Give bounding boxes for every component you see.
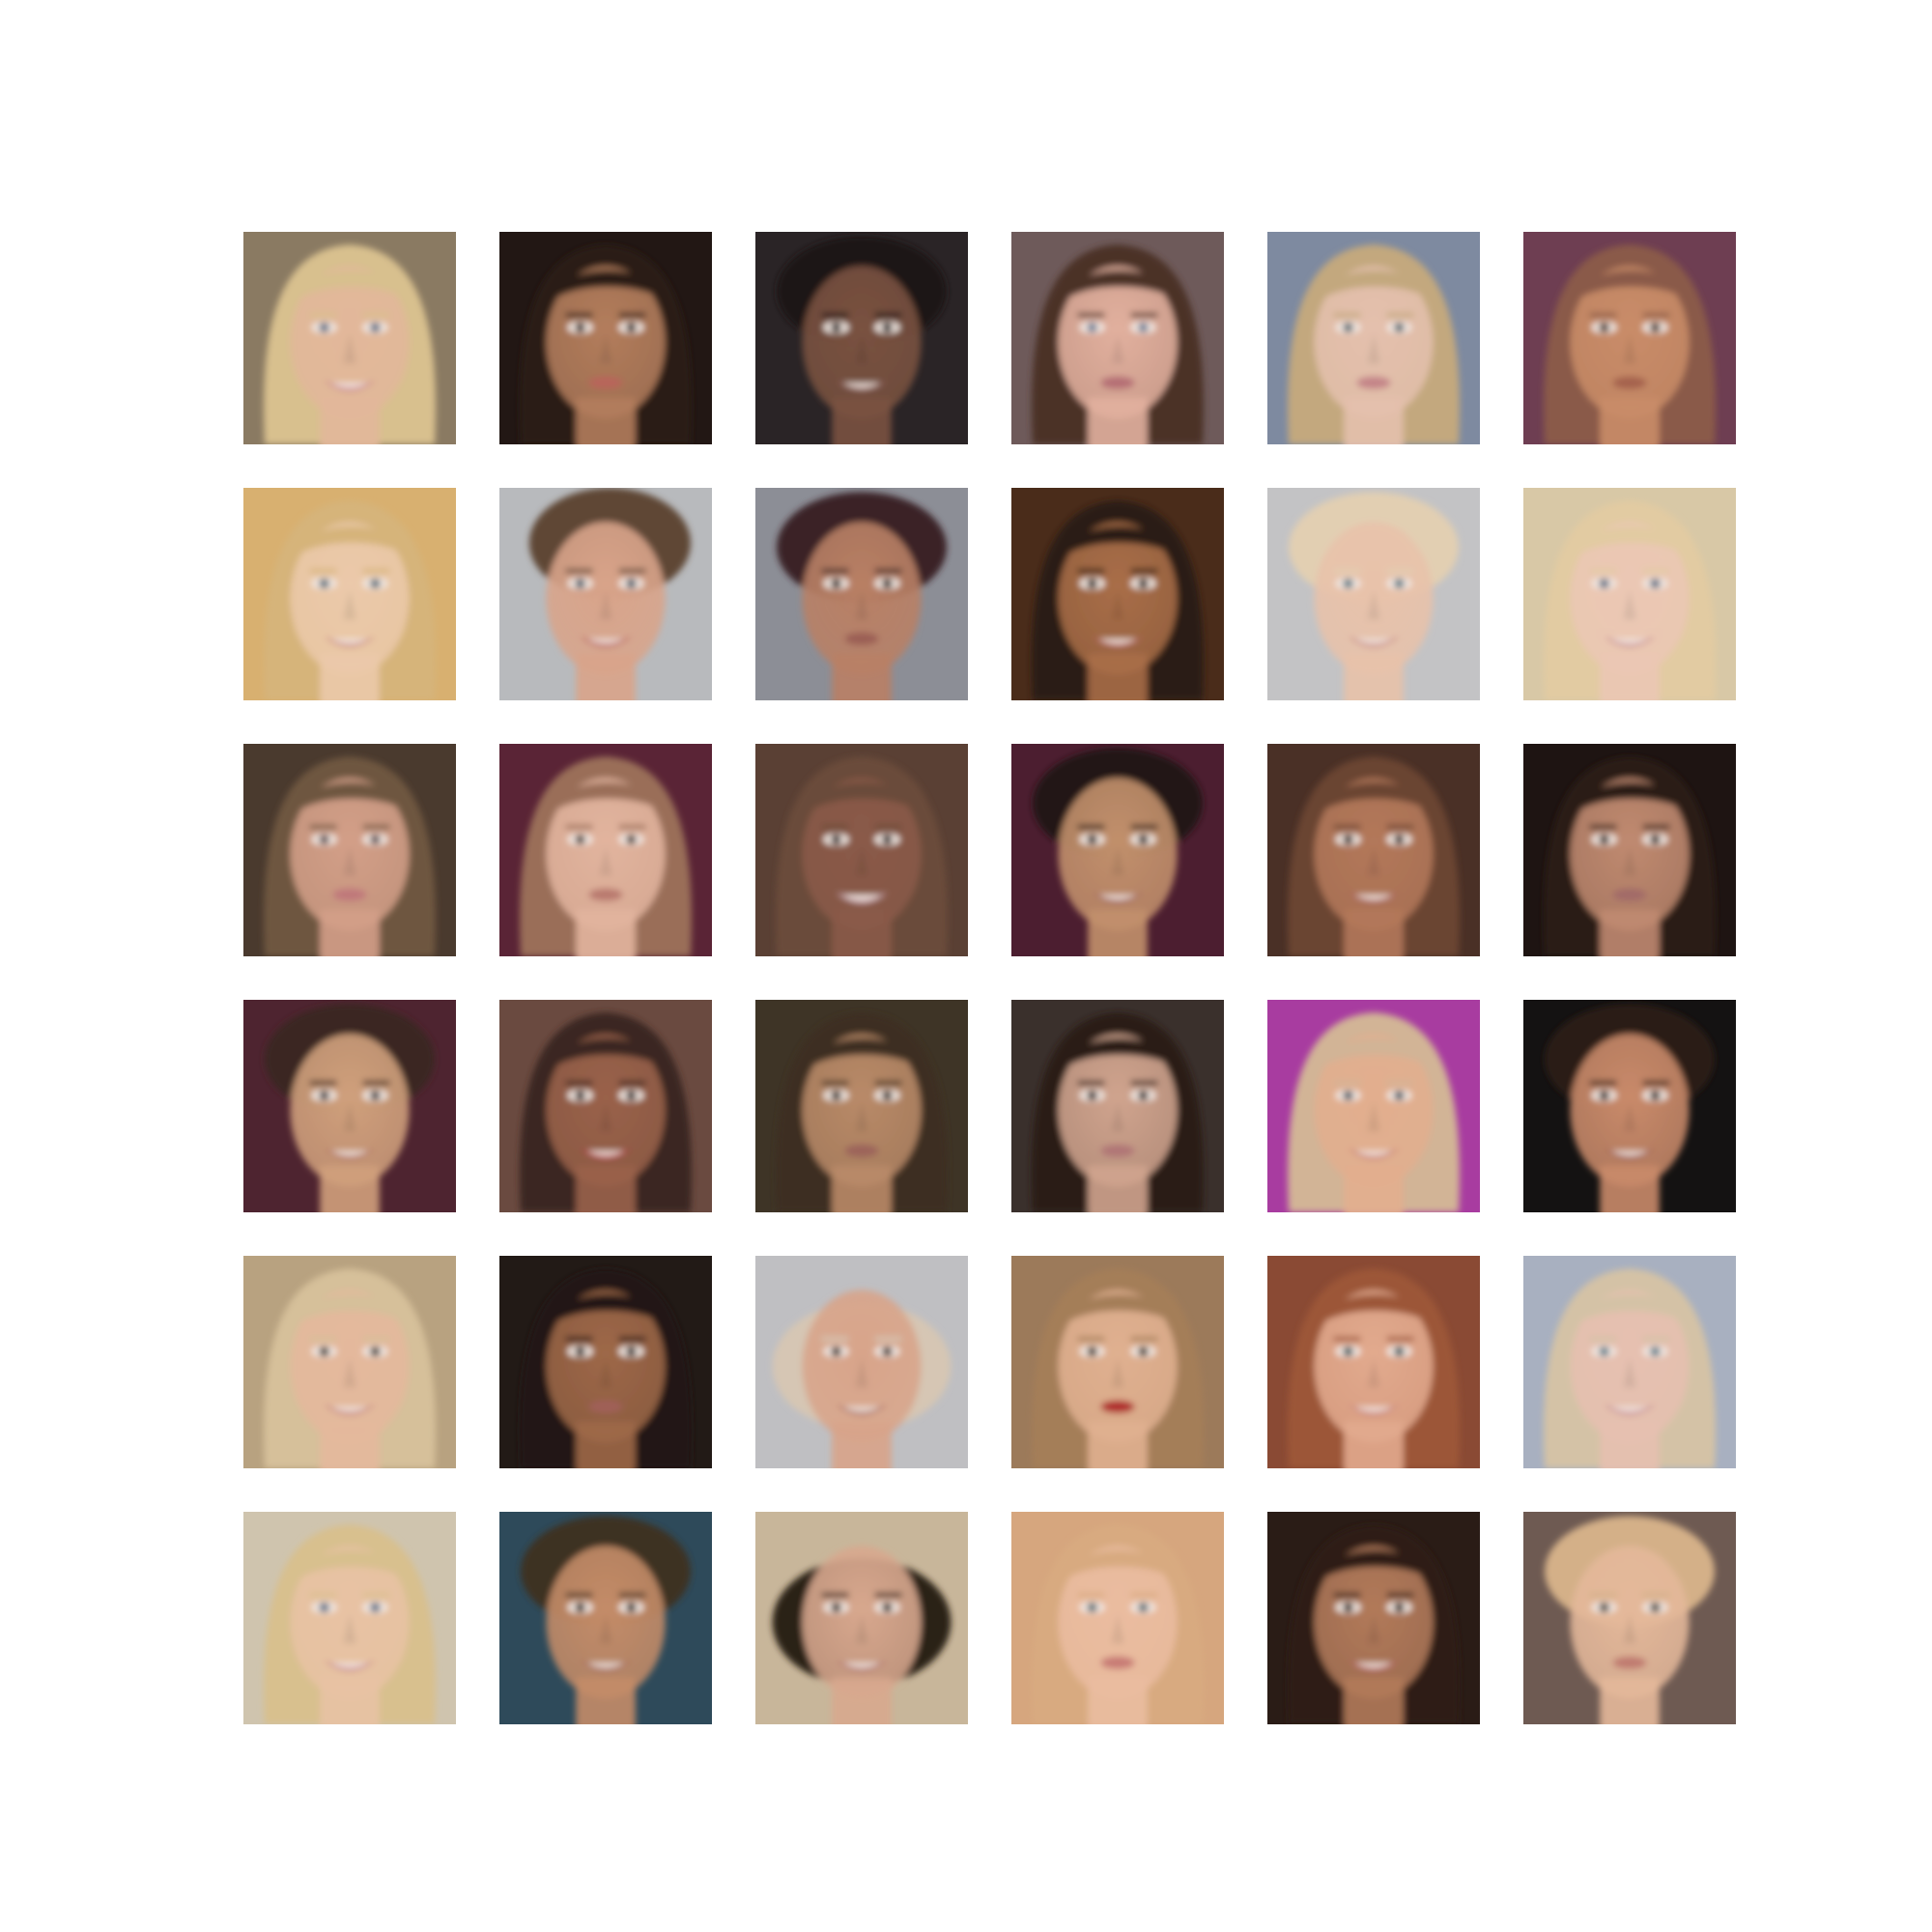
face-thumbnail bbox=[1523, 1512, 1736, 1724]
face-thumbnail bbox=[755, 1000, 968, 1212]
face-thumbnail bbox=[1267, 488, 1480, 700]
face-thumbnail bbox=[1011, 232, 1224, 444]
face-thumbnail bbox=[243, 1256, 456, 1468]
face-thumbnail bbox=[1011, 488, 1224, 700]
face-thumbnail bbox=[1523, 232, 1736, 444]
face-thumbnail bbox=[1267, 1256, 1480, 1468]
face-thumbnail bbox=[499, 232, 712, 444]
face-thumbnail bbox=[755, 488, 968, 700]
face-thumbnail bbox=[1011, 1256, 1224, 1468]
face-thumbnail bbox=[1267, 744, 1480, 956]
face-thumbnail bbox=[755, 1512, 968, 1724]
face-thumbnail bbox=[1523, 744, 1736, 956]
face-thumbnail bbox=[243, 744, 456, 956]
face-thumbnail bbox=[1011, 1000, 1224, 1212]
face-thumbnail bbox=[499, 488, 712, 700]
face-thumbnail bbox=[499, 1000, 712, 1212]
face-thumbnail bbox=[755, 1256, 968, 1468]
face-thumbnail bbox=[499, 1512, 712, 1724]
face-thumbnail bbox=[755, 232, 968, 444]
face-thumbnail bbox=[243, 232, 456, 444]
face-thumbnail bbox=[1523, 488, 1736, 700]
face-thumbnail bbox=[1523, 1000, 1736, 1212]
face-thumbnail bbox=[499, 744, 712, 956]
face-thumbnail bbox=[1267, 1512, 1480, 1724]
face-thumbnail bbox=[1267, 1000, 1480, 1212]
face-thumbnail bbox=[243, 1512, 456, 1724]
face-thumbnail bbox=[499, 1256, 712, 1468]
face-thumbnail bbox=[243, 488, 456, 700]
face-thumbnail bbox=[1011, 744, 1224, 956]
face-thumbnail bbox=[1267, 232, 1480, 444]
face-thumbnail bbox=[755, 744, 968, 956]
face-thumbnail bbox=[1011, 1512, 1224, 1724]
face-thumbnail bbox=[243, 1000, 456, 1212]
face-thumbnail bbox=[1523, 1256, 1736, 1468]
